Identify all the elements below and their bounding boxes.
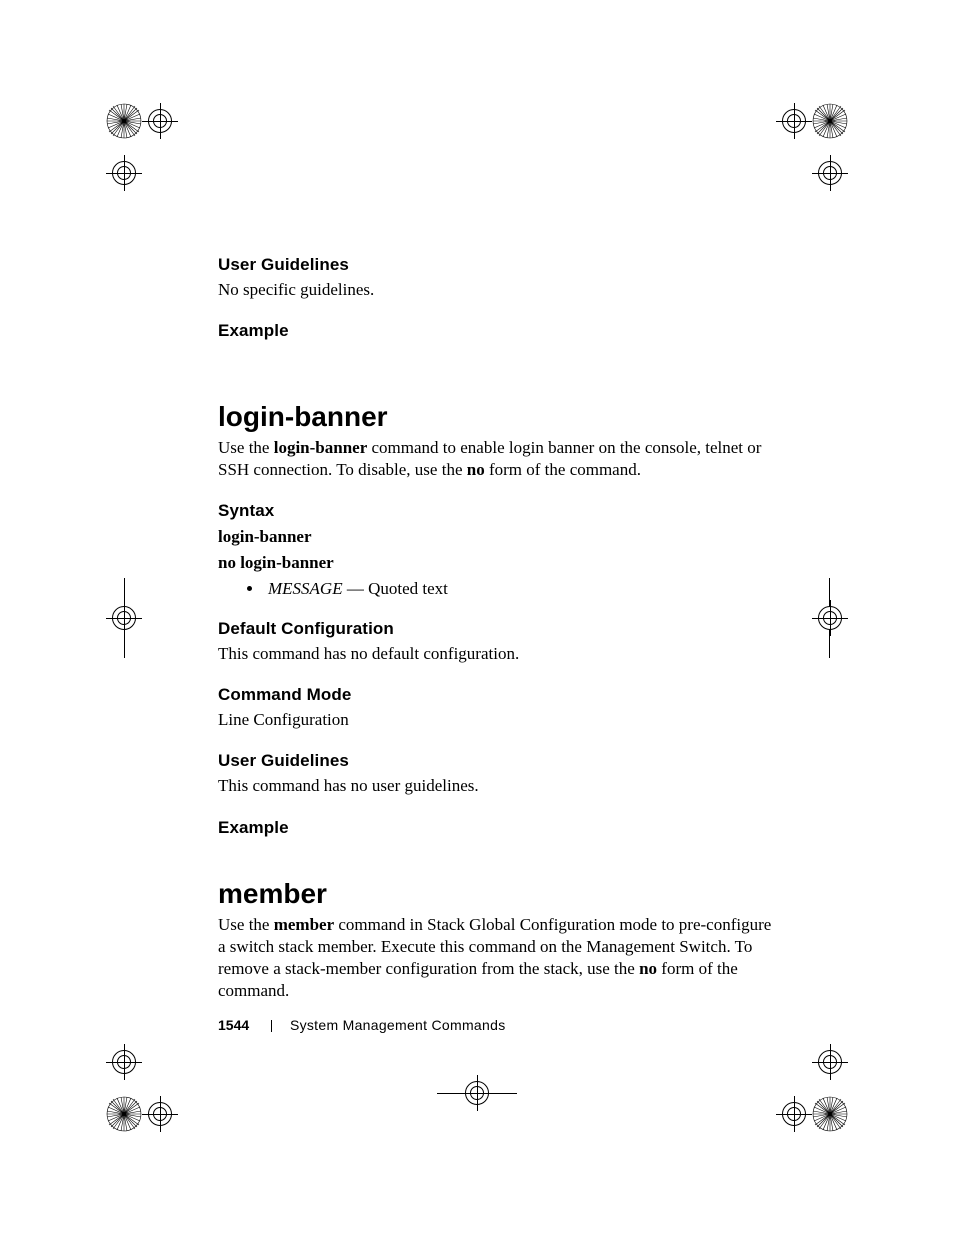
heading-command-mode: Command Mode <box>218 685 778 705</box>
command-title-member: member <box>218 878 778 910</box>
page: User Guidelines No specific guidelines. … <box>0 0 954 1235</box>
heading-user-guidelines: User Guidelines <box>218 751 778 771</box>
starburst-icon <box>106 1096 142 1132</box>
crop-mark-mid-right <box>796 588 856 648</box>
crop-mark-bottom-center <box>447 1067 507 1127</box>
text-bold: login-banner <box>274 438 368 457</box>
syntax-bullet-list: MESSAGE — Quoted text <box>218 579 778 599</box>
crop-mark-bottom-right <box>762 1030 892 1160</box>
starburst-icon <box>812 1096 848 1132</box>
heading-default-configuration: Default Configuration <box>218 619 778 639</box>
text-fragment: form of the command. <box>485 460 641 479</box>
command-description-login-banner: Use the login-banner command to enable l… <box>218 437 778 481</box>
command-title-login-banner: login-banner <box>218 401 778 433</box>
crop-mark-bottom-left <box>62 1030 192 1160</box>
syntax-line: login-banner <box>218 527 778 547</box>
heading-example: Example <box>218 818 778 838</box>
syntax-bullet-item: MESSAGE — Quoted text <box>264 579 778 599</box>
starburst-icon <box>106 103 142 139</box>
starburst-icon <box>812 103 848 139</box>
crop-mark-top-left <box>62 75 192 205</box>
page-number: 1544 <box>218 1017 249 1033</box>
text-user-guidelines: This command has no user guidelines. <box>218 775 778 797</box>
syntax-line: no login-banner <box>218 553 778 573</box>
page-footer: 1544 System Management Commands <box>218 1017 506 1033</box>
chapter-name: System Management Commands <box>290 1017 506 1033</box>
text-fragment: Use the <box>218 438 274 457</box>
text-bold: no <box>467 460 485 479</box>
text-italic: MESSAGE <box>268 579 343 598</box>
heading-syntax: Syntax <box>218 501 778 521</box>
heading-example: Example <box>218 321 778 341</box>
text-user-guidelines: No specific guidelines. <box>218 279 778 301</box>
command-description-member: Use the member command in Stack Global C… <box>218 914 778 1002</box>
crop-mark-top-right <box>762 75 892 205</box>
text-fragment: — Quoted text <box>343 579 448 598</box>
text-bold: no <box>639 959 657 978</box>
text-default-configuration: This command has no default configuratio… <box>218 643 778 665</box>
text-fragment: Use the <box>218 915 274 934</box>
content-area: User Guidelines No specific guidelines. … <box>218 255 778 1002</box>
text-bold: member <box>274 915 334 934</box>
text-command-mode: Line Configuration <box>218 709 778 731</box>
heading-user-guidelines: User Guidelines <box>218 255 778 275</box>
footer-separator <box>271 1020 272 1032</box>
crop-mark-mid-left <box>98 588 158 648</box>
